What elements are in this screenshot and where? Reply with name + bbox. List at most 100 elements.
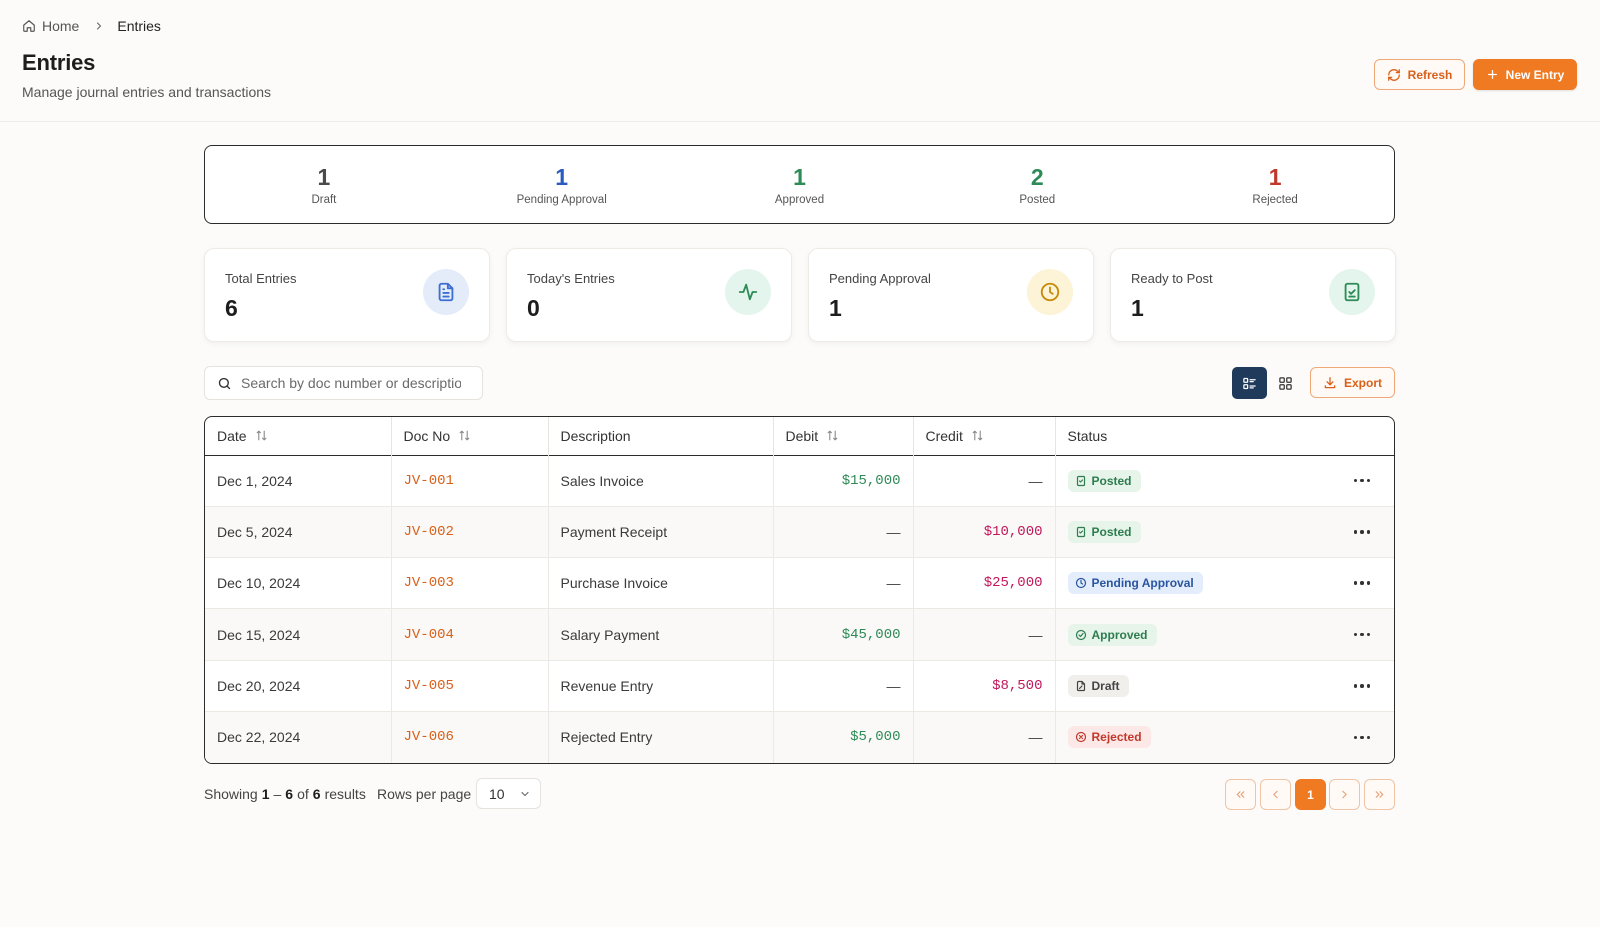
search-input[interactable] xyxy=(241,375,461,391)
status-count: 1 xyxy=(555,163,569,190)
search-icon xyxy=(217,376,232,391)
table-row[interactable]: Dec 15, 2024 JV-004 Salary Payment $45,0… xyxy=(205,608,1394,661)
file-edit-icon xyxy=(1075,680,1087,692)
cell-doc-no[interactable]: JV-002 xyxy=(391,506,549,558)
status-badge-label: Pending Approval xyxy=(1091,576,1194,591)
cell-status: Pending Approval xyxy=(1055,558,1394,609)
todays-entries-card: Today's Entries 0 xyxy=(506,248,792,342)
status-badge-label: Draft xyxy=(1091,678,1120,693)
status-badge-label: Rejected xyxy=(1091,730,1142,745)
row-actions-button[interactable] xyxy=(1350,475,1375,487)
cell-debit: — xyxy=(773,660,914,712)
last-page-button[interactable] xyxy=(1364,779,1395,810)
breadcrumb-home[interactable]: Home xyxy=(22,18,79,34)
next-page-button[interactable] xyxy=(1329,779,1360,810)
cell-debit: $15,000 xyxy=(773,455,914,507)
chevrons-right-icon xyxy=(1373,788,1386,801)
status-count: 1 xyxy=(793,163,806,190)
breadcrumb: Home Entries xyxy=(22,18,161,34)
download-icon xyxy=(1323,376,1337,390)
grid-view-toggle[interactable] xyxy=(1268,367,1303,399)
status-badge-label: Approved xyxy=(1091,627,1148,642)
clipboard-check-icon xyxy=(1329,269,1375,315)
table-header-row: Date Doc No Description Debit Credit Sta… xyxy=(205,417,1394,455)
cell-description: Sales Invoice xyxy=(548,455,774,507)
previous-page-button[interactable] xyxy=(1260,779,1291,810)
cell-doc-no[interactable]: JV-004 xyxy=(391,608,549,661)
page-title: Entries xyxy=(22,50,96,75)
status-rejected[interactable]: 1 Rejected xyxy=(1156,146,1394,223)
row-actions-button[interactable] xyxy=(1350,577,1375,589)
column-header-date[interactable]: Date xyxy=(205,417,392,455)
status-summary-strip: 1 Draft 1 Pending Approval 1 Approved 2 … xyxy=(204,145,1395,224)
cell-doc-no[interactable]: JV-005 xyxy=(391,660,549,712)
breadcrumb-current: Entries xyxy=(117,18,161,34)
sort-icon xyxy=(971,429,984,442)
cell-credit: $10,000 xyxy=(913,506,1056,558)
new-entry-label: New Entry xyxy=(1505,67,1565,82)
cell-doc-no[interactable]: JV-003 xyxy=(391,557,549,609)
first-page-button[interactable] xyxy=(1225,779,1256,810)
range-start: 1 xyxy=(261,786,270,802)
list-view-toggle[interactable] xyxy=(1232,367,1267,399)
chevron-down-icon xyxy=(519,788,531,800)
column-label: Description xyxy=(560,427,631,444)
rows-per-page-value: 10 xyxy=(489,785,505,802)
column-header-credit[interactable]: Credit xyxy=(913,417,1056,455)
column-label: Date xyxy=(217,427,247,444)
column-label: Doc No xyxy=(403,427,451,444)
status-count: 1 xyxy=(1268,163,1282,190)
cell-date: Dec 5, 2024 xyxy=(205,506,392,558)
status-draft[interactable]: 1 Draft xyxy=(205,146,443,223)
status-badge: Pending Approval xyxy=(1067,572,1203,595)
row-actions-button[interactable] xyxy=(1350,526,1375,538)
table-row[interactable]: Dec 10, 2024 JV-003 Purchase Invoice — $… xyxy=(205,557,1394,609)
column-label: Status xyxy=(1067,427,1108,444)
range-end: 6 xyxy=(285,786,294,802)
refresh-button[interactable]: Refresh xyxy=(1374,59,1465,90)
rows-per-page-select[interactable]: 10 xyxy=(476,778,541,809)
status-badge-label: Posted xyxy=(1091,473,1132,488)
table-row[interactable]: Dec 20, 2024 JV-005 Revenue Entry — $8,5… xyxy=(205,660,1394,712)
status-posted[interactable]: 2 Posted xyxy=(918,146,1156,223)
row-actions-button[interactable] xyxy=(1350,629,1375,641)
column-label: Credit xyxy=(925,427,963,444)
card-label: Total Entries xyxy=(225,271,297,286)
status-approved[interactable]: 1 Approved xyxy=(681,146,919,223)
chevron-right-icon xyxy=(93,20,105,32)
cell-description: Salary Payment xyxy=(548,608,774,661)
export-label: Export xyxy=(1343,375,1382,390)
results-label: results xyxy=(324,786,366,802)
row-actions-button[interactable] xyxy=(1350,680,1375,692)
search-box xyxy=(204,366,483,400)
column-header-doc-no[interactable]: Doc No xyxy=(391,417,549,455)
cell-date: Dec 15, 2024 xyxy=(205,608,392,661)
table-row[interactable]: Dec 1, 2024 JV-001 Sales Invoice $15,000… xyxy=(205,455,1394,507)
breadcrumb-home-label: Home xyxy=(42,18,80,34)
cell-doc-no[interactable]: JV-006 xyxy=(391,711,549,763)
plus-icon xyxy=(1486,68,1499,81)
list-view-icon xyxy=(1242,376,1257,391)
cell-doc-no[interactable]: JV-001 xyxy=(391,455,549,507)
row-actions-button[interactable] xyxy=(1350,732,1375,744)
table-row[interactable]: Dec 5, 2024 JV-002 Payment Receipt — $10… xyxy=(205,506,1394,558)
column-header-debit[interactable]: Debit xyxy=(773,417,914,455)
cell-description: Purchase Invoice xyxy=(548,557,774,609)
new-entry-button[interactable]: New Entry xyxy=(1473,59,1577,90)
card-label: Pending Approval xyxy=(829,271,931,286)
page-subtitle: Manage journal entries and transactions xyxy=(22,84,272,100)
card-label: Ready to Post xyxy=(1131,271,1213,286)
table-row[interactable]: Dec 22, 2024 JV-006 Rejected Entry $5,00… xyxy=(205,711,1394,763)
total-results: 6 xyxy=(312,786,321,802)
x-circle-icon xyxy=(1075,731,1087,743)
pagination-summary: Showing 1 – 6 of 6 results xyxy=(204,786,366,802)
status-pending-approval[interactable]: 1 Pending Approval xyxy=(443,146,681,223)
card-value: 1 xyxy=(829,295,842,321)
sort-icon xyxy=(255,429,268,442)
cell-debit: — xyxy=(773,506,914,558)
range-separator: – xyxy=(273,786,282,802)
export-button[interactable]: Export xyxy=(1310,367,1395,398)
cell-status: Rejected xyxy=(1055,711,1394,762)
column-header-description: Description xyxy=(548,417,774,455)
page-button-current[interactable]: 1 xyxy=(1295,779,1326,810)
